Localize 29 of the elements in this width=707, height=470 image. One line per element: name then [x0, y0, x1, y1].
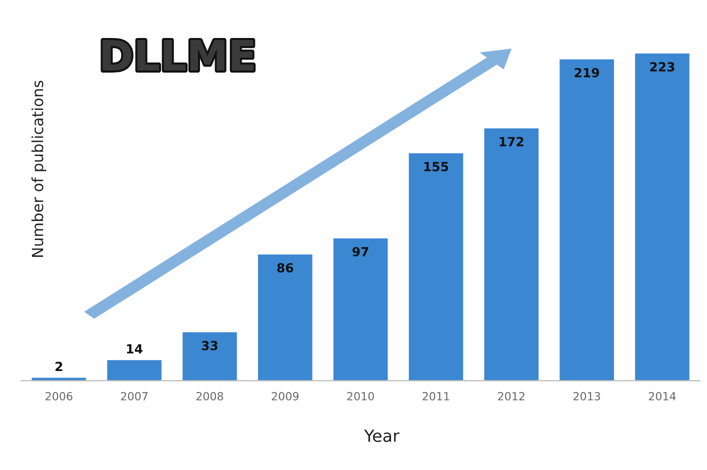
data-label: 223 [650, 62, 674, 72]
data-label: 14 [127, 344, 142, 354]
x-tick-label: 2013 [573, 392, 600, 400]
chart-title: DLLME [102, 40, 254, 70]
x-tick-label: 2007 [121, 392, 148, 400]
data-label: 172 [500, 136, 524, 146]
data-label: 97 [352, 246, 368, 256]
bar [560, 59, 614, 381]
bar [182, 332, 237, 381]
data-label: 155 [424, 162, 448, 172]
x-tick-label: 2011 [422, 392, 450, 400]
x-tick-label: 2008 [196, 392, 224, 400]
x-tick-label: 2014 [648, 392, 676, 400]
bar [408, 153, 464, 381]
x-tick-label: 2006 [46, 392, 72, 400]
x-tick-label: 2012 [498, 392, 524, 400]
data-label: 219 [574, 68, 600, 78]
bar [258, 254, 312, 381]
data-label: 2 [56, 362, 62, 371]
x-tick-label: 2009 [272, 392, 299, 400]
bar [107, 360, 162, 381]
bar [635, 54, 690, 381]
y-axis-title: Number of publications [31, 80, 46, 257]
x-axis-title: Year [364, 430, 400, 442]
x-tick-label: 2010 [347, 392, 374, 400]
data-label: 33 [202, 340, 218, 350]
bar [333, 238, 388, 381]
data-label: 86 [277, 263, 294, 273]
bar [484, 128, 539, 381]
